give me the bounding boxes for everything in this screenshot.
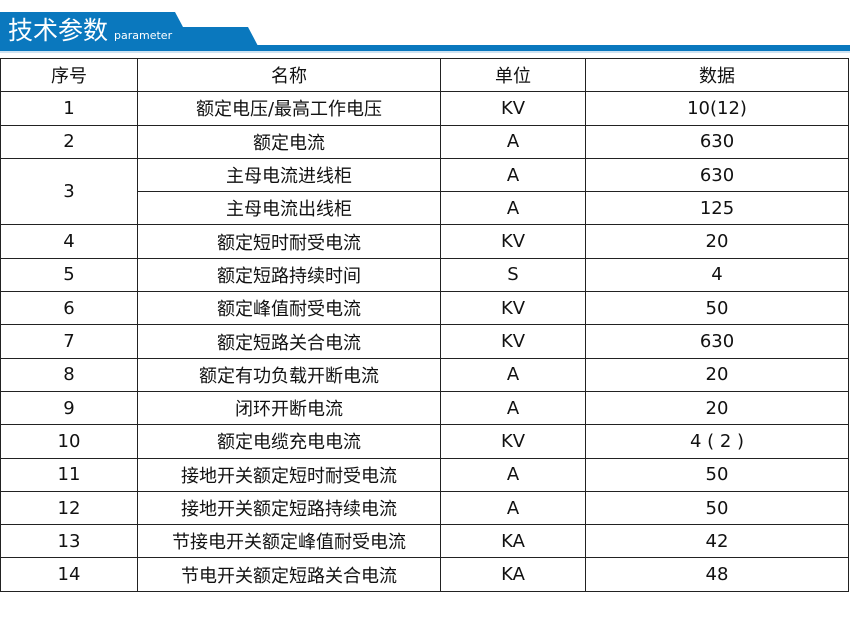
- cell-no: 8: [0, 357, 138, 392]
- column-header: 数据: [585, 57, 849, 93]
- table-header-row: 序号 名称 单位 数据: [0, 57, 849, 93]
- cell-name: 闭环开断电流: [137, 390, 441, 426]
- cell-name: 额定有功负载开断电流: [137, 357, 441, 392]
- cell-unit: KV: [440, 324, 586, 359]
- cell-no: 1: [0, 91, 138, 126]
- cell-unit: KV: [440, 424, 586, 459]
- cell-unit: A: [440, 191, 586, 226]
- table-row: 主母电流出线柜 A 125: [1, 191, 849, 226]
- cell-name: 额定电压/最高工作电压: [137, 91, 441, 126]
- section-title: 技术参数 parameter: [8, 16, 172, 51]
- cell-value: 4: [585, 257, 849, 293]
- cell-no: 2: [0, 124, 138, 159]
- cell-name: 额定电缆充电电流: [137, 424, 441, 459]
- table-row: 6 额定峰值耐受电流 KV 50: [0, 291, 849, 326]
- cell-no: 11: [0, 457, 138, 492]
- cell-unit: A: [440, 457, 586, 492]
- cell-value: 630: [585, 157, 849, 193]
- cell-unit: KV: [440, 91, 586, 126]
- cell-unit: A: [440, 390, 586, 426]
- cell-no: 4: [0, 224, 138, 259]
- cell-name: 主母电流进线柜: [137, 157, 441, 193]
- cell-name: 主母电流出线柜: [137, 191, 441, 226]
- cell-unit: KV: [440, 291, 586, 326]
- cell-unit: KA: [440, 524, 586, 559]
- title-text: 技术参数: [8, 16, 109, 45]
- cell-unit: A: [440, 157, 586, 193]
- cell-unit: A: [440, 490, 586, 526]
- table-row: 1 额定电压/最高工作电压 KV 10(12): [0, 91, 849, 126]
- table-row: 2 额定电流 A 630: [0, 124, 849, 159]
- column-header: 名称: [137, 57, 441, 93]
- cell-value: 630: [585, 124, 849, 159]
- cell-no: 10: [0, 424, 138, 459]
- table-row: 4 额定短时耐受电流 KV 20: [0, 224, 849, 259]
- cell-name: 接地开关额定短时耐受电流: [137, 457, 441, 492]
- cell-unit: A: [440, 357, 586, 392]
- table-row: 10 额定电缆充电电流 KV 4 ( 2 ): [0, 424, 849, 459]
- cell-name: 接地开关额定短路持续电流: [137, 490, 441, 526]
- cell-value: 48: [585, 557, 849, 592]
- table-row: 13 节接电开关额定峰值耐受电流 KA 42: [0, 524, 849, 559]
- cell-unit: KV: [440, 224, 586, 259]
- cell-value: 20: [585, 224, 849, 259]
- cell-name: 额定电流: [137, 124, 441, 159]
- cell-name: 节接电开关额定峰值耐受电流: [137, 524, 441, 559]
- cell-value: 630: [585, 324, 849, 359]
- table-row: 5 额定短路持续时间 S 4: [0, 257, 849, 293]
- cell-name: 额定短路关合电流: [137, 324, 441, 359]
- table-row: 7 额定短路关合电流 KV 630: [0, 324, 849, 359]
- column-header: 单位: [440, 57, 586, 93]
- cell-name: 额定峰值耐受电流: [137, 291, 441, 326]
- spec-table: 序号 名称 单位 数据 1 额定电压/最高工作电压 KV 10(12) 2 额定电流 A 63…: [0, 57, 849, 592]
- cell-value: 10(12): [585, 91, 849, 126]
- cell-value: 42: [585, 524, 849, 559]
- table-row: 3 主母电流进线柜 A 630: [0, 157, 849, 226]
- cell-no: 6: [0, 291, 138, 326]
- cell-name: 额定短路持续时间: [137, 257, 441, 293]
- cell-unit: S: [440, 257, 586, 293]
- cell-unit: KA: [440, 557, 586, 592]
- cell-value: 50: [585, 291, 849, 326]
- cell-value: 50: [585, 457, 849, 492]
- table-row: 14 节电开关额定短路关合电流 KA 48: [0, 557, 849, 592]
- table-row: 11 接地开关额定短时耐受电流 A 50: [0, 457, 849, 492]
- cell-no: 5: [0, 257, 138, 293]
- cell-unit: A: [440, 124, 586, 159]
- table-row: 9 闭环开断电流 A 20: [0, 390, 849, 426]
- cell-value: 20: [585, 390, 849, 426]
- column-header: 序号: [0, 57, 138, 93]
- cell-no: 7: [0, 324, 138, 359]
- cell-value: 125: [585, 191, 849, 226]
- cell-name: 节电开关额定短路关合电流: [137, 557, 441, 592]
- cell-value: 50: [585, 490, 849, 526]
- cell-no: 14: [0, 557, 138, 592]
- subtitle-text: parameter: [114, 29, 173, 42]
- cell-value: 20: [585, 357, 849, 392]
- table-row: 8 额定有功负载开断电流 A 20: [0, 357, 849, 392]
- table-row: 12 接地开关额定短路持续电流 A 50: [0, 490, 849, 526]
- cell-no: 13: [0, 524, 138, 559]
- cell-no: 9: [0, 390, 138, 426]
- cell-no: 12: [0, 490, 138, 526]
- cell-no: 3: [0, 157, 138, 226]
- header-banner: [0, 12, 850, 53]
- cell-value: 4 ( 2 ): [585, 424, 849, 459]
- cell-name: 额定短时耐受电流: [137, 224, 441, 259]
